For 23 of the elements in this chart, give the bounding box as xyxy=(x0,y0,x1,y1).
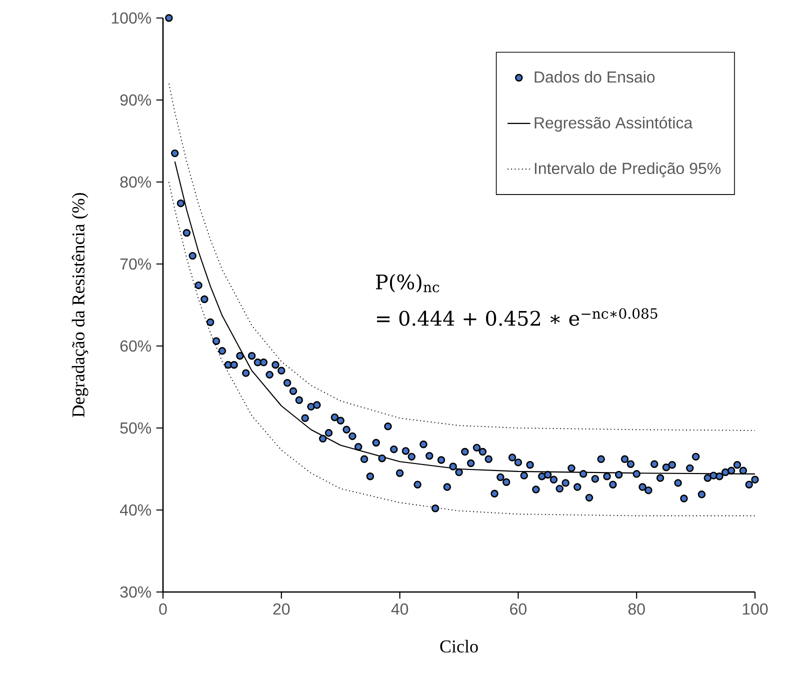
x-axis-title: Ciclo xyxy=(440,640,478,653)
x-tick-label: 80 xyxy=(628,603,645,615)
y-tick-label: 70% xyxy=(120,258,152,270)
legend-label: Dados do Ensaio xyxy=(534,70,655,83)
annotation: = 0.444 + 0.452 ∗ e$^{−nc∗0.085}$ xyxy=(377,308,658,326)
legend-label: Regressão Assintótica xyxy=(534,116,693,132)
annotation: P(%)$_{nc}$ xyxy=(376,274,440,292)
line-series xyxy=(168,83,756,431)
x-tick-label: 20 xyxy=(273,603,290,615)
line-series xyxy=(168,182,756,516)
y-tick-label: 50% xyxy=(120,422,152,434)
x-tick-label: 100 xyxy=(742,603,768,615)
y-tick-label: 80% xyxy=(120,176,152,188)
y-tick-label: 90% xyxy=(120,94,152,106)
x-tick-label: 40 xyxy=(391,603,408,615)
y-tick-label: 60% xyxy=(120,340,152,352)
legend-label: Intervalo de Predição 95% xyxy=(534,162,721,178)
y-axis-title: Degradação da Resistência (%) xyxy=(72,193,88,418)
y-tick-label: 100% xyxy=(112,12,152,24)
y-tick-label: 30% xyxy=(120,586,152,598)
x-tick-label: 0 xyxy=(159,603,167,615)
x-tick-label: 60 xyxy=(510,603,526,615)
y-tick-label: 40% xyxy=(120,504,152,516)
